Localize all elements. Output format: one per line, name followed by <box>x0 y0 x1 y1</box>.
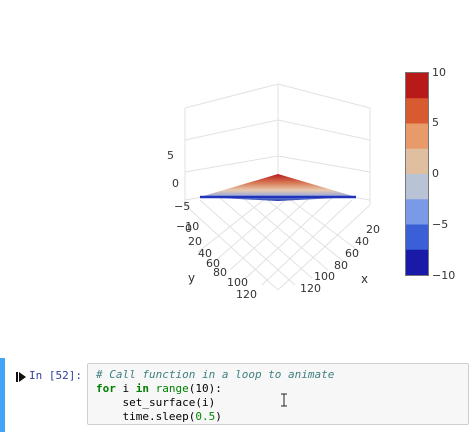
colorbar-scale <box>406 73 428 275</box>
colorbar <box>405 72 429 276</box>
x-tick-40: 40 <box>355 235 369 248</box>
y-tick-40: 40 <box>198 247 212 260</box>
run-cell-icon[interactable] <box>16 372 26 382</box>
colorbar-label-neg10: −10 <box>432 269 456 282</box>
y-tick-80: 80 <box>213 266 227 279</box>
z-tick-5: 5 <box>167 149 174 162</box>
colorbar-band <box>406 249 428 275</box>
x-tick-80: 80 <box>334 259 348 272</box>
x-tick-20: 20 <box>366 223 380 236</box>
x-tick-120: 120 <box>300 282 321 295</box>
x-tick-60: 60 <box>345 247 359 260</box>
colorbar-label-5: 5 <box>432 116 439 129</box>
colorbar-band <box>406 199 428 225</box>
code-line-3: set_surface(i) <box>96 396 216 409</box>
grid-lines <box>184 83 371 291</box>
y-tick-0: 0 <box>185 222 192 235</box>
z-tick-0: 0 <box>172 177 179 190</box>
colorbar-band <box>406 148 428 175</box>
code-line-1: # Call function in a loop to animate <box>96 368 335 381</box>
colorbar-band <box>406 98 428 124</box>
text-cursor-icon <box>281 393 287 407</box>
y-tick-60: 60 <box>206 257 220 270</box>
code-cell[interactable]: In [52]: # Call function in a loop to an… <box>0 358 474 432</box>
colorbar-label-0: 0 <box>432 167 439 180</box>
surface-mesh <box>200 174 356 201</box>
colorbar-band <box>406 224 428 251</box>
surface-plot-3d[interactable]: 5 0 −5 −10 0 20 40 60 80 100 120 20 40 6… <box>0 0 474 300</box>
z-tick-neg5: −5 <box>174 200 190 213</box>
colorbar-band <box>406 73 428 99</box>
code-editor[interactable]: # Call function in a loop to animate for… <box>87 363 469 425</box>
x-axis-title: x <box>361 272 368 286</box>
code-line-2: for i in range(10): <box>96 382 222 395</box>
plot-area[interactable]: 5 0 −5 −10 0 20 40 60 80 100 120 20 40 6… <box>0 0 474 301</box>
y-tick-20: 20 <box>188 235 202 248</box>
colorbar-band <box>406 123 428 150</box>
colorbar-labels: 10 5 0 −5 −10 <box>432 0 472 300</box>
y-tick-100: 100 <box>227 276 248 289</box>
y-axis-title: y <box>188 271 195 285</box>
y-tick-120: 120 <box>236 288 257 300</box>
code-line-4: time.sleep(0.5) <box>96 410 222 423</box>
z-tick-neg10: −10 <box>176 220 199 233</box>
input-prompt: In [52]: <box>29 369 82 382</box>
colorbar-label-10: 10 <box>432 66 446 79</box>
colorbar-band <box>406 174 428 200</box>
x-tick-100: 100 <box>314 270 335 283</box>
colorbar-label-neg5: −5 <box>432 218 449 231</box>
